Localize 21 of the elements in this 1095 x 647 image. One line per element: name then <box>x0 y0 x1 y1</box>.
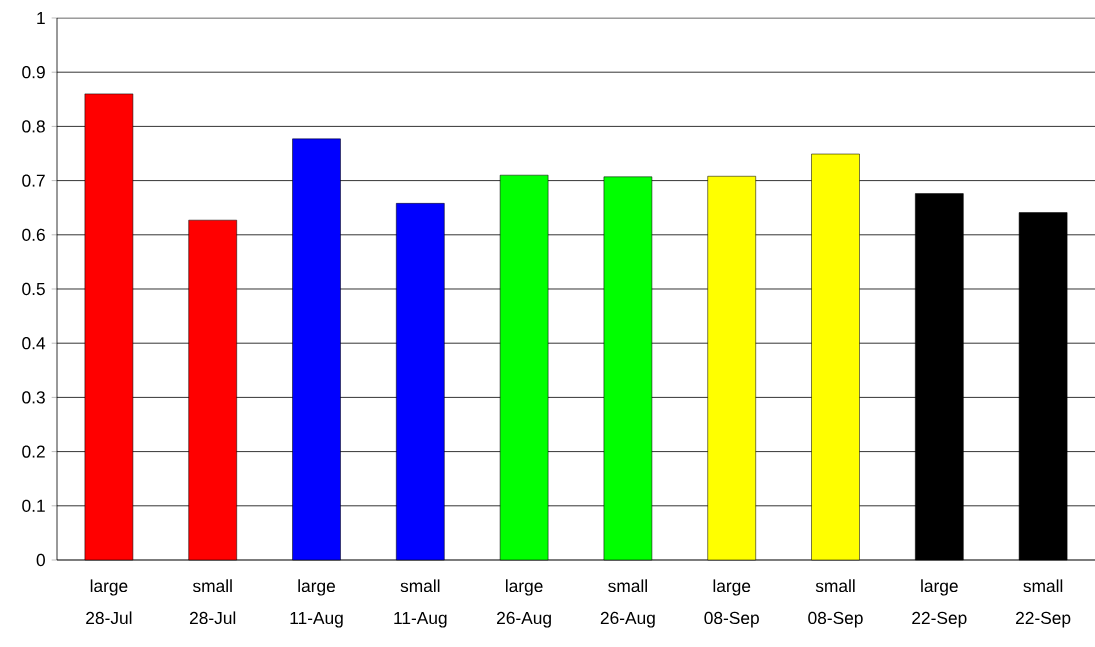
x-tick-label: large 26-Aug <box>497 579 551 628</box>
x-tick-label: large 22-Sep <box>912 579 967 628</box>
x-tick-label: small 08-Sep <box>808 579 863 628</box>
y-tick-label: 0.9 <box>22 66 45 79</box>
y-tick-label: 1 <box>37 12 45 24</box>
y-tick-label: 0.1 <box>22 499 45 512</box>
x-tick-label: large 11-Aug <box>290 579 343 628</box>
x-tick-label: small 28-Jul <box>189 579 236 625</box>
y-tick-label: 0.6 <box>22 228 45 241</box>
x-tick-label: small 26-Aug <box>600 579 655 628</box>
x-tick-label: large 28-Jul <box>86 579 132 625</box>
x-tick-label: large 08-Sep <box>704 579 759 628</box>
y-tick-label: 0.7 <box>22 174 45 187</box>
y-tick-label: 0.5 <box>22 282 45 296</box>
y-tick-label: 0.3 <box>22 391 45 404</box>
y-tick-label: 0 <box>36 553 45 567</box>
x-tick-label: small 11-Aug <box>394 579 447 628</box>
y-tick-label: 0.4 <box>22 337 46 350</box>
x-tick-label: small 22-Sep <box>1016 579 1071 628</box>
y-tick-label: 0.8 <box>22 120 45 133</box>
y-tick-label: 0.2 <box>22 445 45 458</box>
